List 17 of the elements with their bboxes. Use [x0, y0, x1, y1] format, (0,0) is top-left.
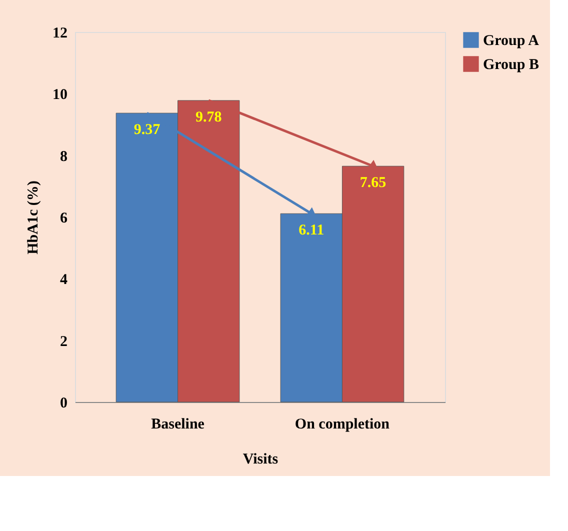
x-axis-title: Visits — [242, 452, 278, 468]
data-label: 9.78 — [195, 109, 222, 126]
legend-label: Group A — [483, 33, 540, 49]
x-tick-label: Baseline — [151, 416, 205, 432]
data-label: 9.37 — [134, 122, 161, 138]
y-tick-label: 0 — [60, 396, 68, 412]
data-label: 7.65 — [360, 175, 386, 192]
data-label: 6.11 — [298, 222, 324, 239]
y-tick-label: 6 — [60, 210, 68, 226]
y-tick-label: 10 — [52, 87, 68, 104]
y-tick-label: 8 — [60, 148, 68, 165]
y-axis-title: HbA1c (%) — [26, 180, 42, 254]
legend-label: Group B — [483, 57, 539, 73]
x-tick-label: On completion — [294, 416, 390, 432]
y-tick-label: 4 — [60, 272, 68, 288]
y-tick-label: 2 — [60, 334, 68, 350]
y-tick-label: 12 — [52, 26, 68, 42]
